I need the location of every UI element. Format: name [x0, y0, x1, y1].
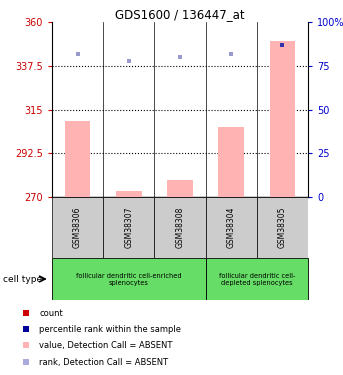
Bar [167, 180, 193, 197]
Text: follicular dendritic cell-enriched
splenocytes: follicular dendritic cell-enriched splen… [76, 273, 181, 285]
Title: GDS1600 / 136447_at: GDS1600 / 136447_at [115, 8, 245, 21]
Bar [270, 42, 295, 197]
Text: GSM38307: GSM38307 [124, 207, 133, 248]
Bar [65, 121, 91, 197]
Text: rank, Detection Call = ABSENT: rank, Detection Call = ABSENT [39, 358, 168, 367]
Text: GSM38308: GSM38308 [176, 207, 185, 248]
Bar [205, 258, 308, 300]
Bar [103, 197, 154, 258]
Text: GSM38305: GSM38305 [278, 207, 287, 248]
Bar [154, 197, 205, 258]
Text: GSM38306: GSM38306 [73, 207, 82, 248]
Bar [52, 197, 103, 258]
Bar [116, 191, 142, 197]
Text: GSM38304: GSM38304 [227, 207, 236, 248]
Text: follicular dendritic cell-
depleted splenocytes: follicular dendritic cell- depleted sple… [218, 273, 295, 285]
Bar [218, 127, 244, 197]
Text: value, Detection Call = ABSENT: value, Detection Call = ABSENT [39, 341, 173, 350]
Text: percentile rank within the sample: percentile rank within the sample [39, 325, 181, 334]
Text: count: count [39, 309, 63, 318]
Bar [52, 258, 205, 300]
Text: cell type: cell type [3, 274, 43, 284]
Bar [205, 197, 257, 258]
Bar [257, 197, 308, 258]
